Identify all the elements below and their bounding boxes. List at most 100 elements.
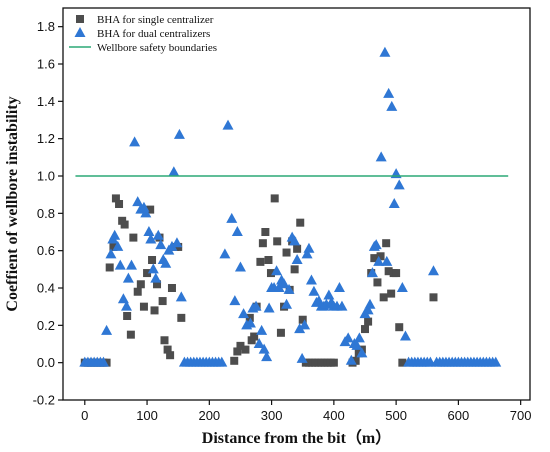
data-point — [283, 283, 295, 294]
data-point — [236, 341, 245, 350]
data-point — [387, 289, 396, 298]
data-point — [373, 255, 385, 266]
legend-label-1: BHA for dual centralizers — [97, 28, 210, 40]
y-tick-label: 0.0 — [37, 355, 55, 370]
data-point — [168, 166, 180, 177]
data-point — [490, 356, 502, 367]
data-point — [250, 332, 259, 341]
y-tick-label: -0.2 — [33, 393, 55, 408]
data-point — [139, 302, 148, 311]
y-tick-label: 0.4 — [37, 281, 55, 296]
data-point — [105, 248, 117, 259]
data-point — [173, 128, 185, 139]
data-point — [376, 252, 385, 261]
data-point — [160, 336, 169, 345]
x-tick-label: 300 — [261, 408, 283, 423]
data-point — [216, 356, 228, 367]
data-point — [427, 265, 439, 276]
data-point — [382, 239, 391, 248]
y-tick-label: 1.0 — [37, 169, 55, 184]
data-point — [271, 265, 283, 276]
data-point — [351, 339, 363, 350]
data-point — [296, 218, 305, 227]
data-point — [282, 248, 291, 257]
data-point — [388, 198, 400, 208]
data-point — [270, 194, 279, 203]
legend-marker-0 — [76, 15, 84, 23]
data-point — [222, 119, 234, 130]
data-point — [379, 46, 391, 57]
data-point — [396, 282, 408, 292]
data-point — [308, 285, 320, 296]
data-point — [125, 259, 137, 270]
data-point — [101, 324, 113, 335]
data-point — [273, 282, 285, 292]
data-point — [145, 233, 157, 244]
data-marks — [75, 46, 509, 367]
legend-label-2: Wellbore safety boundaries — [97, 42, 217, 54]
data-point — [129, 233, 138, 242]
plot-frame — [62, 7, 531, 401]
data-point — [333, 282, 345, 292]
data-point — [364, 298, 376, 309]
data-point — [342, 332, 354, 343]
data-point — [175, 291, 187, 302]
data-point — [226, 212, 238, 223]
data-point — [264, 256, 273, 264]
data-point — [166, 240, 178, 251]
x-tick-label: 500 — [385, 408, 407, 423]
data-point — [266, 269, 275, 278]
data-point — [245, 313, 254, 322]
data-point — [230, 356, 239, 365]
data-point — [148, 256, 157, 264]
data-point — [296, 352, 308, 363]
data-point — [299, 319, 311, 330]
data-point — [253, 338, 265, 348]
x-axis-title: Distance from the bit（m） — [202, 429, 391, 447]
data-point — [163, 345, 172, 354]
data-point — [336, 300, 348, 311]
data-point — [146, 205, 155, 214]
data-point — [250, 300, 262, 311]
data-point — [177, 313, 186, 322]
data-point — [171, 237, 183, 248]
data-point — [381, 255, 393, 266]
data-point — [167, 284, 176, 292]
data-point — [152, 229, 164, 240]
data-point — [298, 315, 307, 324]
data-point — [329, 358, 338, 367]
data-point — [158, 297, 167, 306]
x-axis: 0 100 200 300 400 500 600 700 — [81, 400, 532, 423]
x-tick-label: 400 — [323, 408, 345, 423]
data-point — [375, 151, 387, 162]
data-point — [256, 324, 268, 335]
data-point — [429, 293, 438, 302]
data-point — [244, 317, 256, 328]
data-point — [291, 254, 303, 264]
data-point — [112, 240, 124, 251]
y-tick-label: 1.2 — [37, 131, 55, 146]
data-point — [263, 302, 275, 313]
data-point — [289, 235, 301, 246]
data-point — [129, 136, 141, 147]
data-point — [273, 237, 282, 246]
data-point — [379, 293, 388, 302]
data-point — [370, 239, 382, 250]
data-point — [293, 244, 302, 253]
x-tick-label: 200 — [198, 408, 220, 423]
data-point — [386, 100, 398, 111]
data-point — [109, 242, 118, 251]
data-point — [373, 278, 382, 287]
data-point — [301, 248, 313, 259]
data-point — [362, 304, 374, 315]
data-point — [143, 226, 155, 236]
data-point — [231, 226, 243, 236]
data-point — [294, 323, 306, 334]
data-point — [278, 278, 290, 289]
data-point — [115, 200, 124, 208]
data-point — [398, 358, 407, 367]
data-point — [111, 194, 120, 203]
data-point — [351, 356, 360, 365]
series-1 — [79, 46, 502, 367]
data-point — [160, 257, 172, 268]
